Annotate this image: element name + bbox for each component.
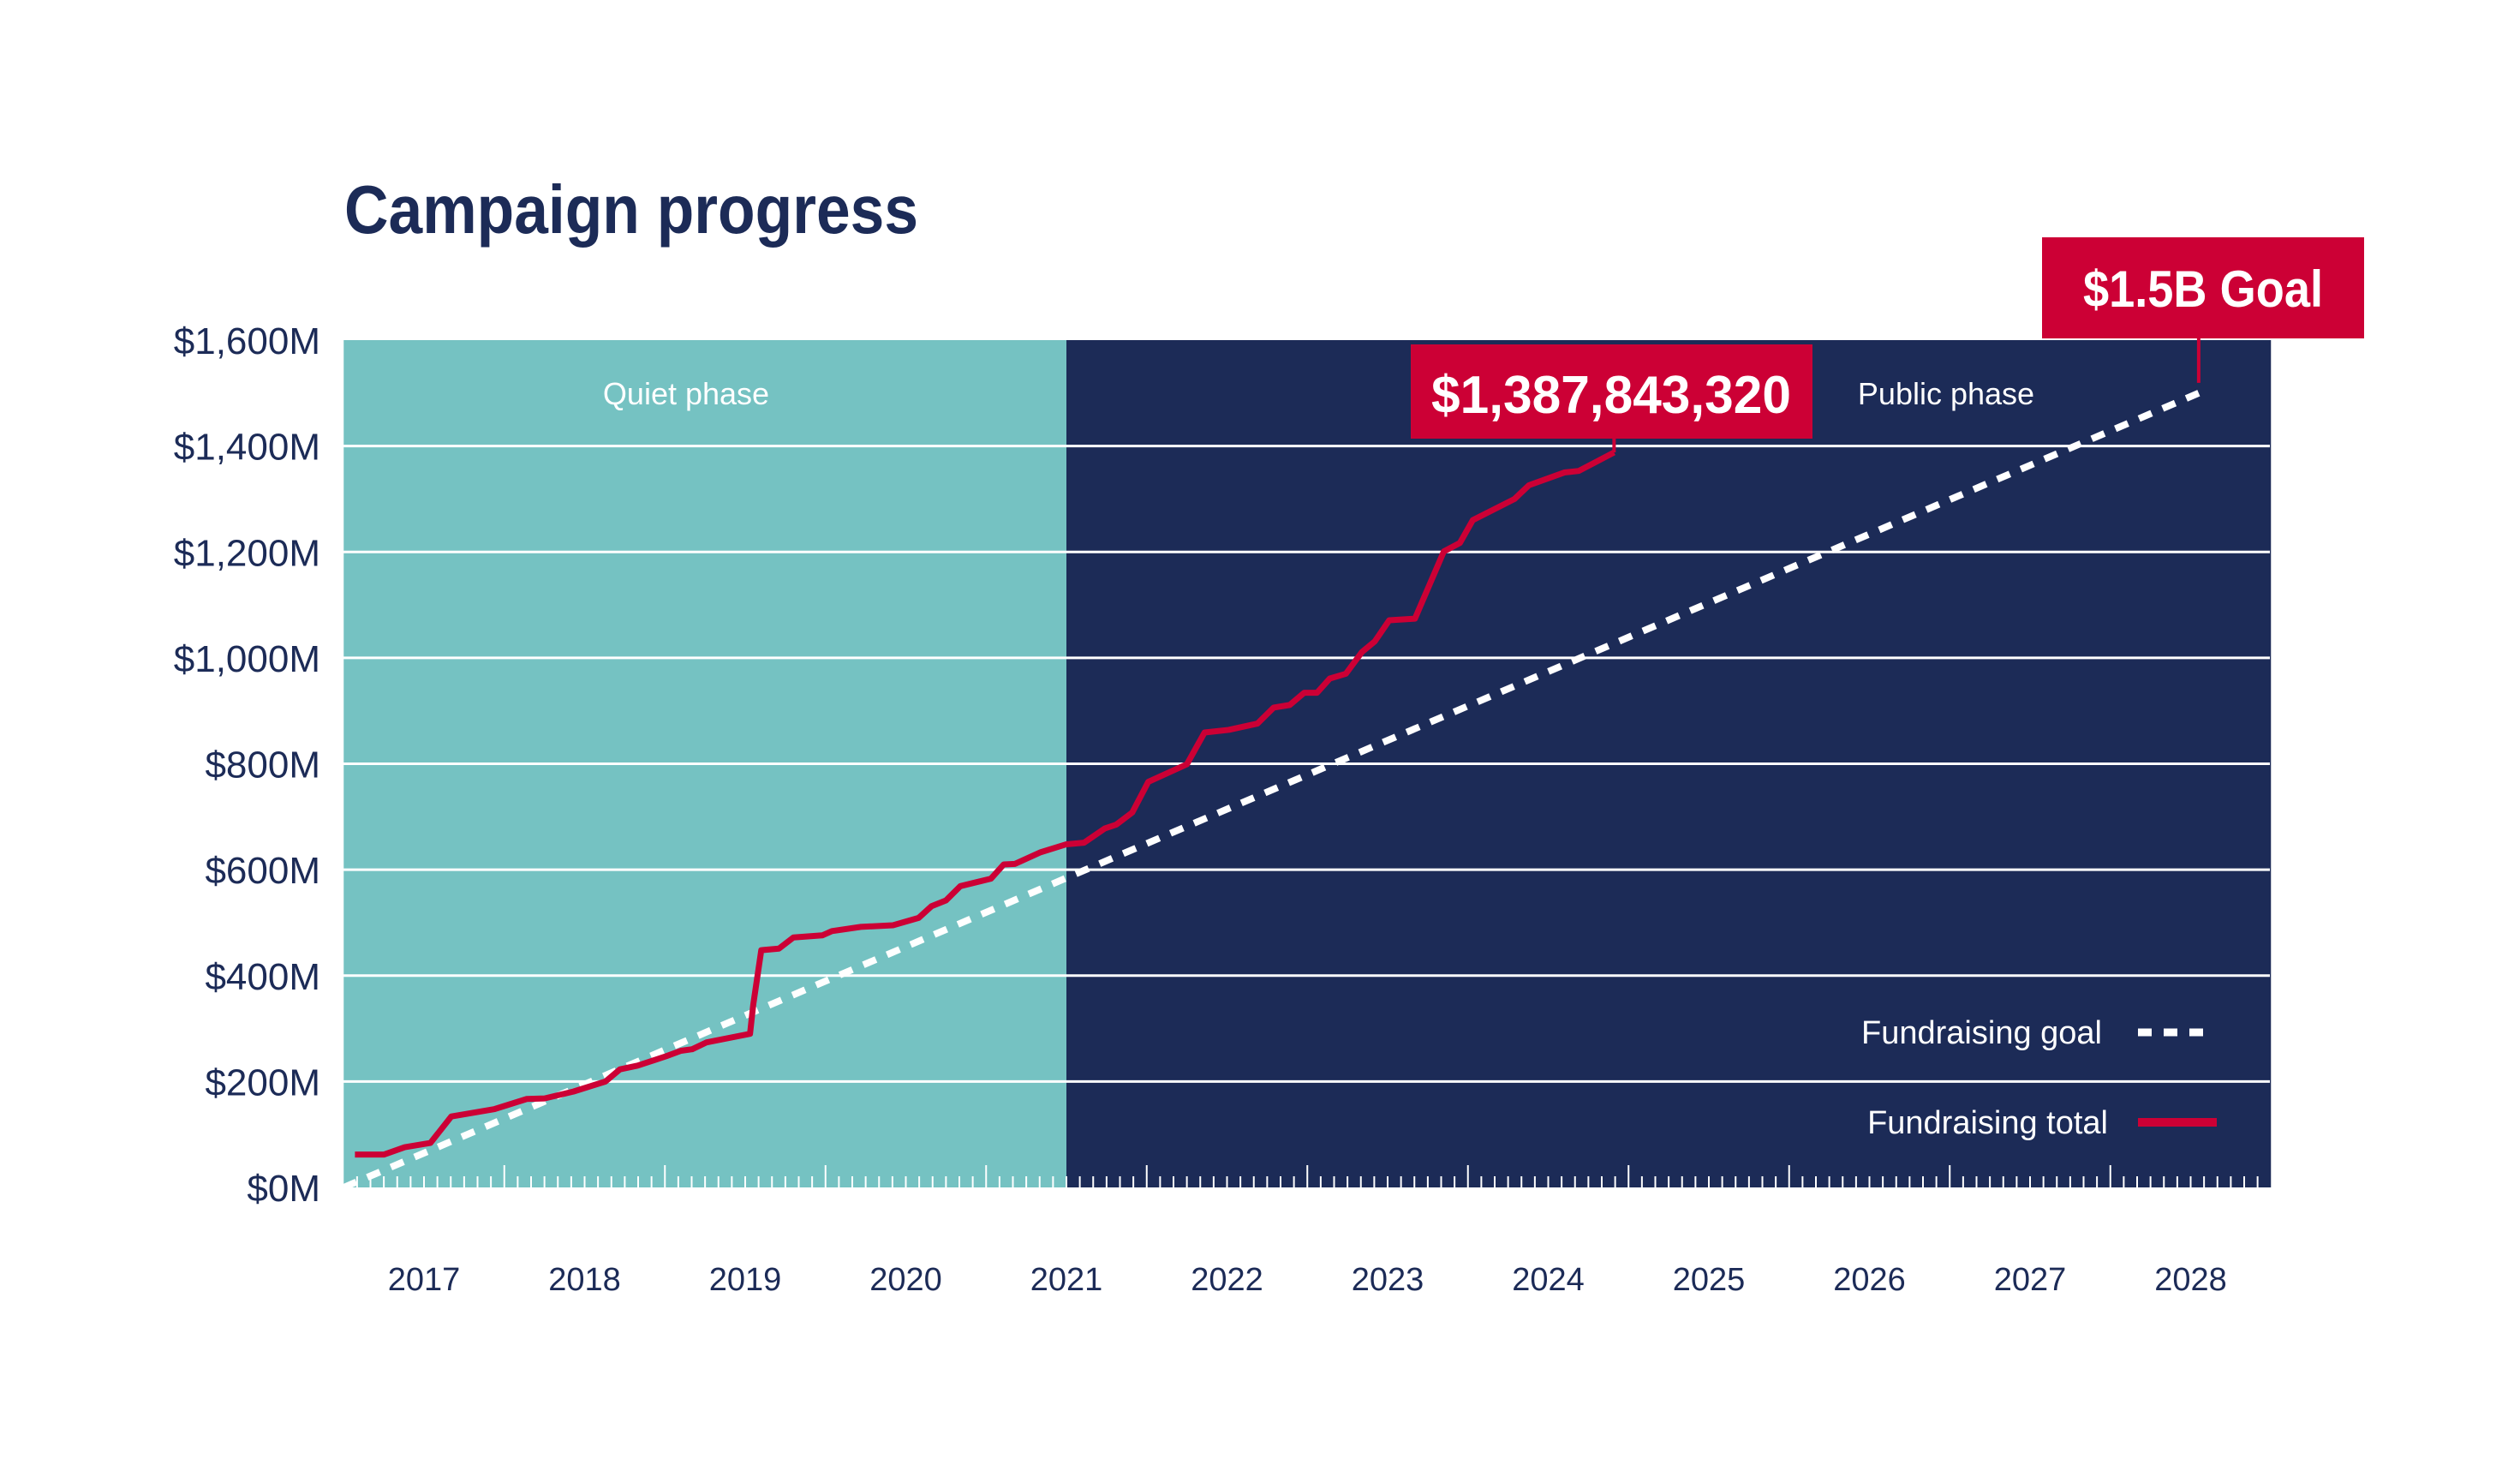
x-tick-label: 2022 <box>1191 1262 1263 1298</box>
total-callout-text: $1,387,843,320 <box>1431 366 1791 425</box>
x-tick-label: 2028 <box>2154 1262 2227 1298</box>
total-callout-box <box>1411 344 1812 439</box>
x-tick-label: 2026 <box>1833 1262 1906 1298</box>
y-tick-label: $1,600M <box>174 320 320 362</box>
x-tick-label: 2025 <box>1673 1262 1746 1298</box>
y-tick-label: $200M <box>205 1061 320 1103</box>
x-axis-ticks <box>355 1165 2259 1187</box>
goal-line <box>342 390 2201 1191</box>
x-tick-label: 2023 <box>1352 1262 1424 1298</box>
x-tick-label: 2021 <box>1030 1262 1103 1298</box>
total-callout: $1,387,843,320 <box>1411 344 1812 453</box>
legend-total-label: Fundraising total <box>1867 1105 2108 1141</box>
legend: Fundraising goal Fundraising total <box>1861 1015 2217 1141</box>
public-phase-label: Public phase <box>1858 376 2034 411</box>
y-tick-label: $1,200M <box>174 532 320 574</box>
goal-callout-text: $1.5B Goal <box>2083 260 2323 318</box>
total-line <box>355 449 1616 1158</box>
y-tick-label: $600M <box>205 850 320 892</box>
gridlines <box>343 445 2270 1083</box>
x-axis-labels: 2017 2018 2019 2020 2021 2022 2023 2024 2025 2026… <box>388 1262 2227 1298</box>
y-tick-label: $1,000M <box>174 638 320 680</box>
x-tick-label: 2018 <box>548 1262 621 1298</box>
x-tick-label: 2027 <box>1994 1262 2067 1298</box>
chart-title: Campaign progress <box>344 171 918 248</box>
legend-goal-label: Fundraising goal <box>1861 1015 2102 1051</box>
y-tick-label: $1,400M <box>174 427 320 469</box>
x-tick-label: 2020 <box>869 1262 942 1298</box>
series-lines <box>342 390 2201 1191</box>
quiet-phase-label: Quiet phase <box>603 376 769 411</box>
x-tick-label: 2024 <box>1512 1262 1585 1298</box>
y-tick-label: $0M <box>247 1168 320 1210</box>
y-tick-label: $400M <box>205 956 320 998</box>
y-axis-labels: $0M $200M $400M $600M $800M $1,000M $1,200M $1,… <box>174 320 320 1210</box>
y-tick-label: $800M <box>205 744 320 786</box>
goal-callout-box <box>2042 237 2364 338</box>
x-tick-label: 2017 <box>388 1262 461 1298</box>
x-tick-label: 2019 <box>709 1262 782 1298</box>
goal-callout: $1.5B Goal <box>2042 237 2364 383</box>
